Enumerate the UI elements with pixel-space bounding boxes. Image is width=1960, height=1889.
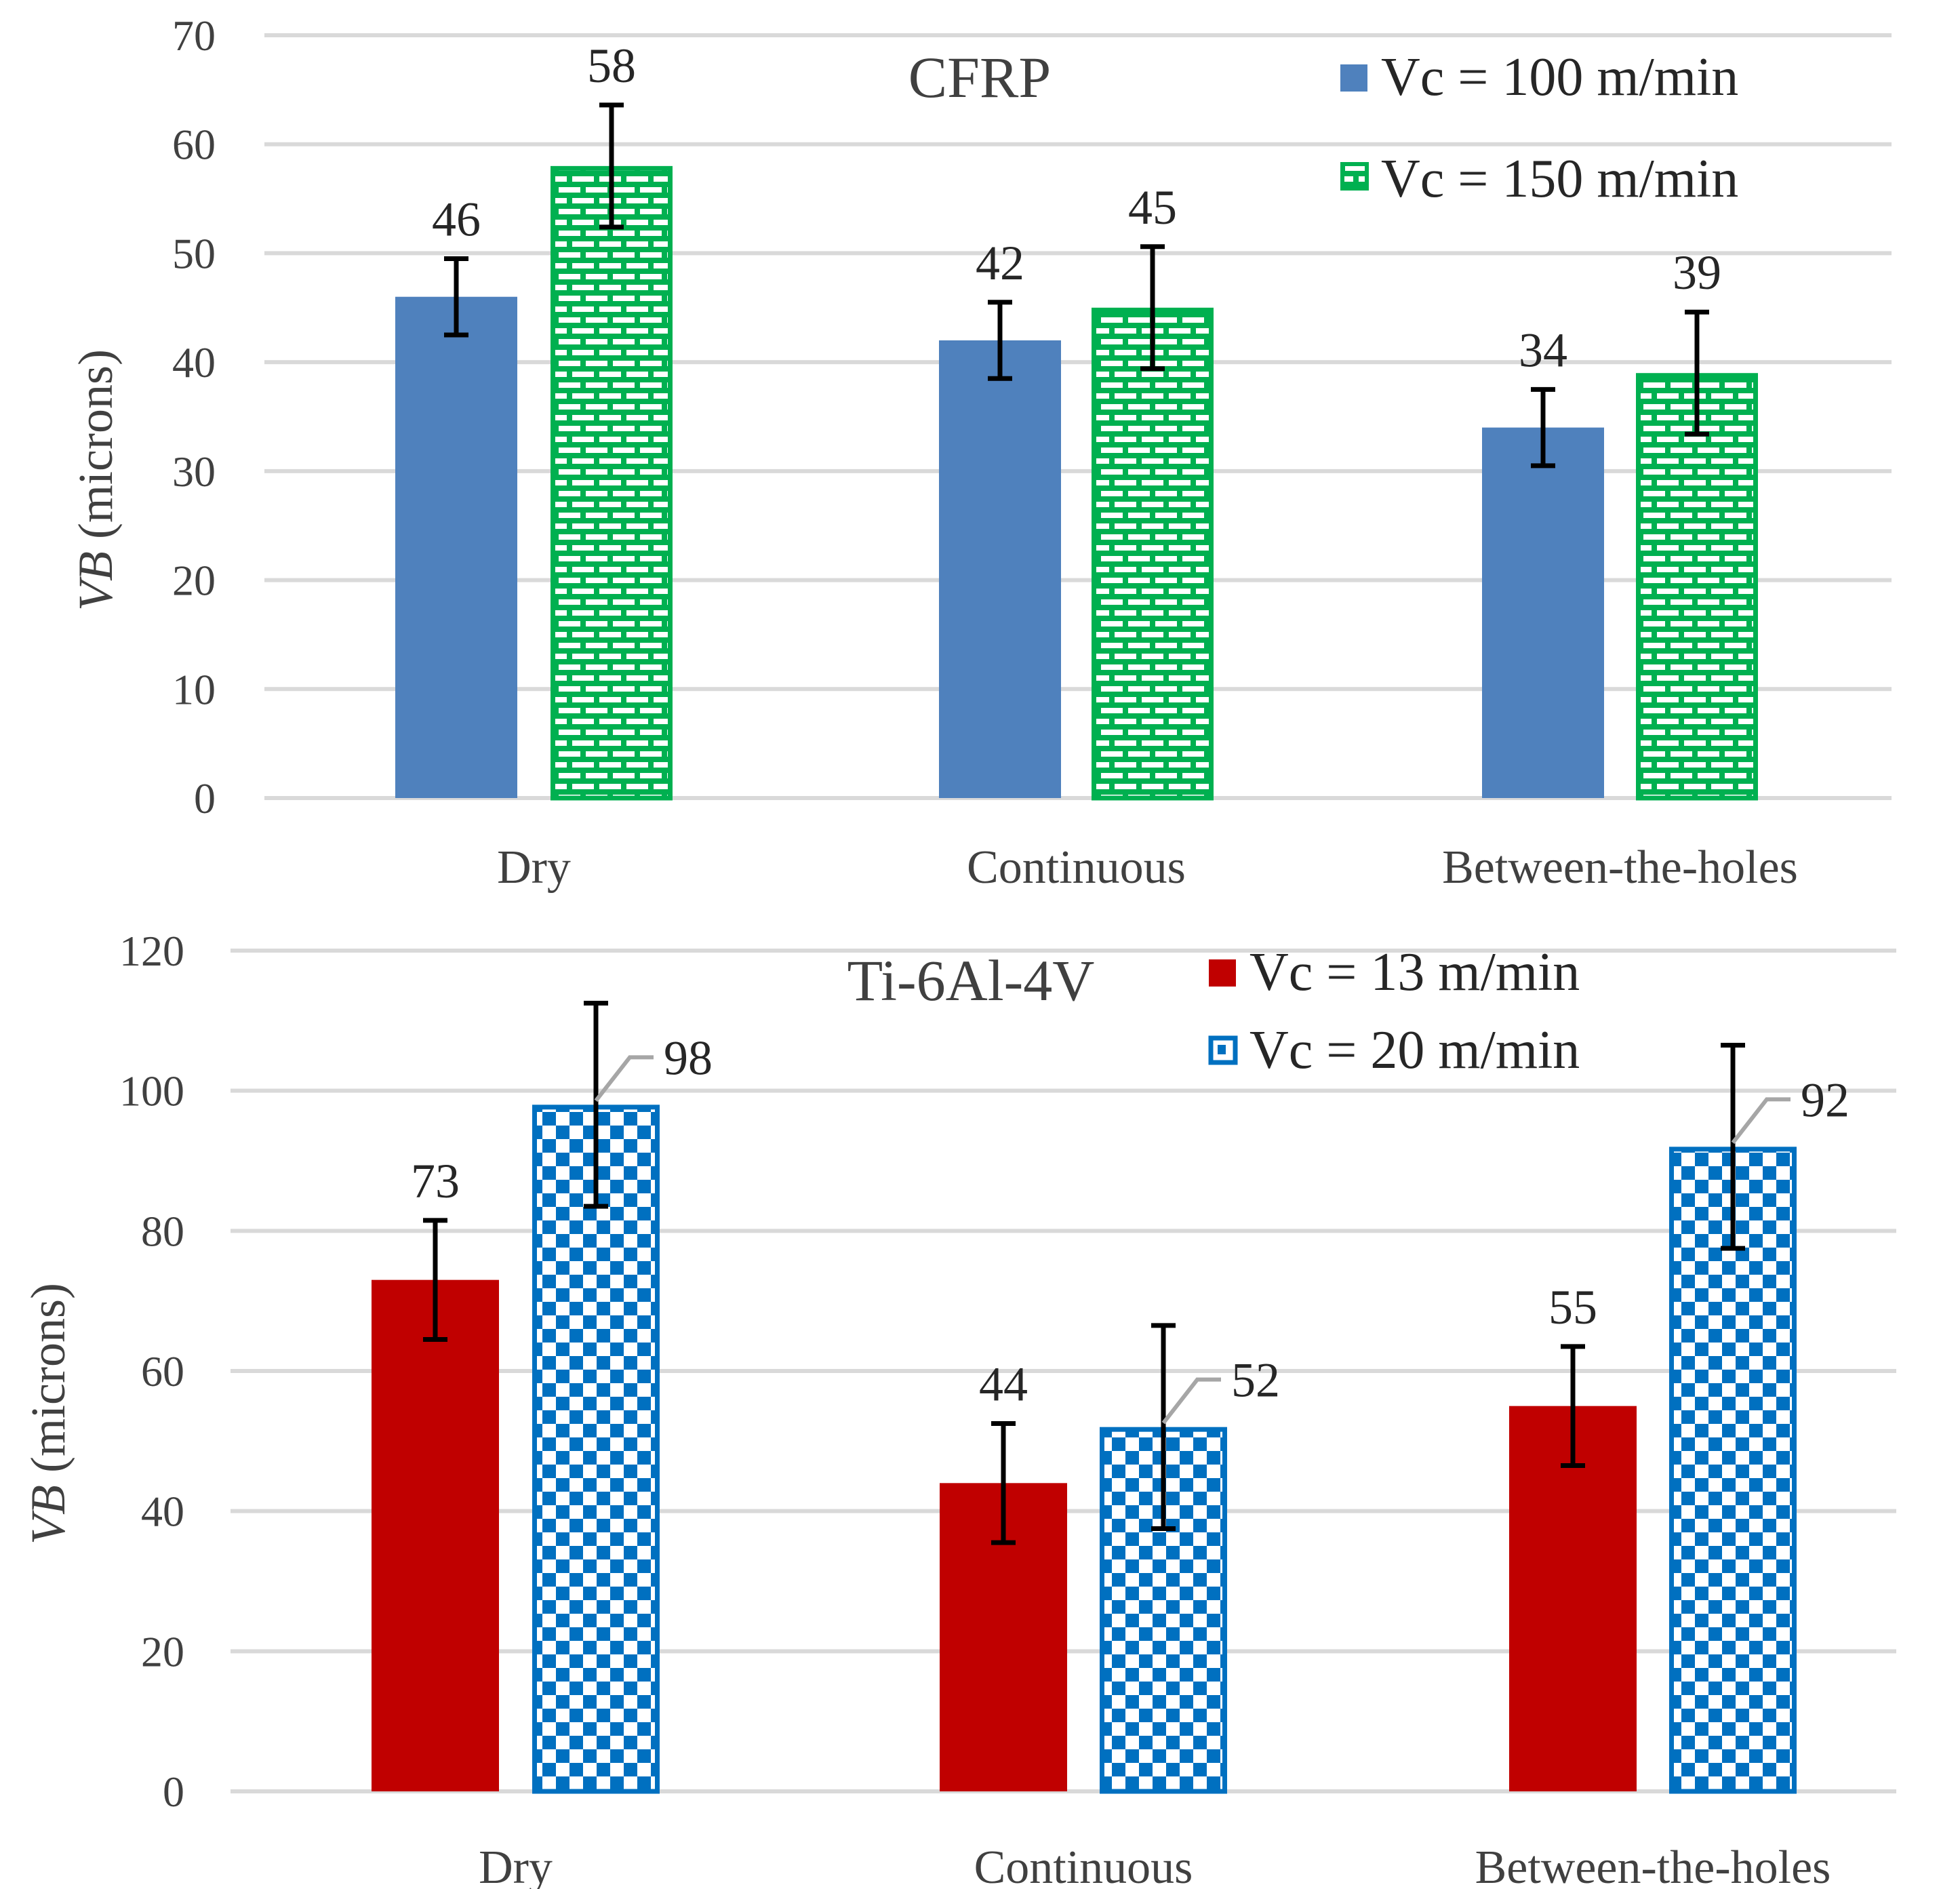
y-tick-label: 40: [141, 1488, 184, 1536]
y-tick-label: 0: [194, 774, 216, 822]
legend-label: Vc = 13 m/min: [1249, 942, 1580, 1002]
y-axis-ticks: 0 20 40 60 80 100 120: [119, 927, 184, 1816]
data-label: 44: [979, 1357, 1028, 1412]
legend-swatch-solid: [1209, 959, 1236, 987]
y-tick-label: 100: [119, 1067, 184, 1115]
bar-series1: [939, 340, 1061, 798]
bars: [372, 1105, 1797, 1794]
chart-title: CFRP: [908, 45, 1051, 110]
data-label-leader: [1161, 1377, 1221, 1425]
legend-swatch-checker-inner: [1218, 1045, 1226, 1054]
legend-label: Vc = 20 m/min: [1249, 1020, 1580, 1080]
data-labels: 46 42 34 58 45 39: [432, 39, 1721, 377]
bar-series2: [1636, 373, 1758, 801]
y-tick-label: 10: [172, 665, 216, 713]
bar-series2: [1092, 307, 1214, 801]
data-label: 58: [587, 39, 636, 93]
y-axis-label: VB (microns): [21, 1283, 75, 1545]
legend: Vc = 13 m/min Vc = 20 m/min: [1208, 942, 1580, 1080]
ti6al4v-chart: 0 20 40 60 80 100 120 VB (microns) 73 44 55 98 52 9…: [21, 927, 1896, 1889]
legend-swatch-brick: [1340, 162, 1369, 191]
legend-label: Vc = 150 m/min: [1381, 149, 1738, 209]
category-labels: Dry Continuous Between-the-holes: [479, 1842, 1831, 1889]
y-tick-label: 120: [119, 927, 184, 975]
y-tick-label: 80: [141, 1207, 184, 1255]
data-label: 34: [1519, 323, 1567, 377]
data-label: 42: [976, 236, 1024, 290]
y-axis-ticks: 0 10 20 30 40 50 60 70: [172, 12, 216, 822]
data-label: 92: [1801, 1073, 1849, 1127]
error-bars: [423, 1001, 1745, 1545]
y-tick-label: 0: [163, 1768, 184, 1816]
bar-series2: [532, 1105, 660, 1794]
y-tick-label: 30: [172, 448, 216, 496]
data-label: 73: [411, 1154, 460, 1208]
y-tick-label: 20: [172, 557, 216, 605]
legend: Vc = 100 m/min Vc = 150 m/min: [1340, 47, 1738, 209]
y-axis-label: VB (microns): [68, 349, 123, 611]
category-labels: Dry Continuous Between-the-holes: [497, 841, 1798, 894]
legend-item: Vc = 100 m/min: [1340, 47, 1738, 107]
data-label-leader: [1731, 1097, 1791, 1145]
data-label: 39: [1673, 245, 1721, 300]
y-tick-label: 40: [172, 338, 216, 386]
y-tick-label: 60: [141, 1347, 184, 1395]
x-category-label: Dry: [497, 841, 571, 894]
y-tick-label: 50: [172, 229, 216, 277]
data-label: 55: [1548, 1280, 1597, 1334]
chart-title: Ti-6Al-4V: [847, 948, 1095, 1013]
legend-label: Vc = 100 m/min: [1381, 47, 1738, 107]
x-category-label: Dry: [479, 1842, 553, 1889]
y-tick-label: 60: [172, 121, 216, 169]
bars: [395, 165, 1758, 801]
x-category-label: Between-the-holes: [1475, 1842, 1831, 1889]
bar-series2: [551, 165, 673, 801]
data-label: 52: [1231, 1353, 1280, 1408]
x-category-label: Between-the-holes: [1442, 841, 1798, 894]
y-tick-label: 20: [141, 1627, 184, 1675]
data-label: 98: [664, 1031, 713, 1085]
x-category-label: Continuous: [967, 841, 1186, 894]
bar-series1: [1482, 427, 1604, 798]
gridlines: [264, 33, 1892, 800]
legend-item: Vc = 13 m/min: [1209, 942, 1580, 1002]
data-label-leader: [594, 1055, 654, 1102]
legend-swatch-solid: [1340, 64, 1367, 92]
error-bars: [444, 102, 1709, 469]
bar-series1: [395, 296, 517, 798]
bar-series2: [1669, 1147, 1797, 1794]
x-category-label: Continuous: [974, 1842, 1193, 1889]
bar-series1: [1509, 1406, 1637, 1791]
data-label: 45: [1128, 180, 1177, 235]
y-tick-label: 70: [172, 12, 216, 60]
data-labels: 73 44 55 98 52 92: [411, 1031, 1849, 1425]
cfrp-chart: 0 10 20 30 40 50 60 70 VB (microns) 46 42 34 58 45 3…: [68, 12, 1892, 894]
legend-item: Vc = 150 m/min: [1340, 149, 1738, 209]
data-label: 46: [432, 192, 481, 246]
legend-item: Vc = 20 m/min: [1208, 1020, 1580, 1080]
bar-series1: [372, 1279, 499, 1791]
